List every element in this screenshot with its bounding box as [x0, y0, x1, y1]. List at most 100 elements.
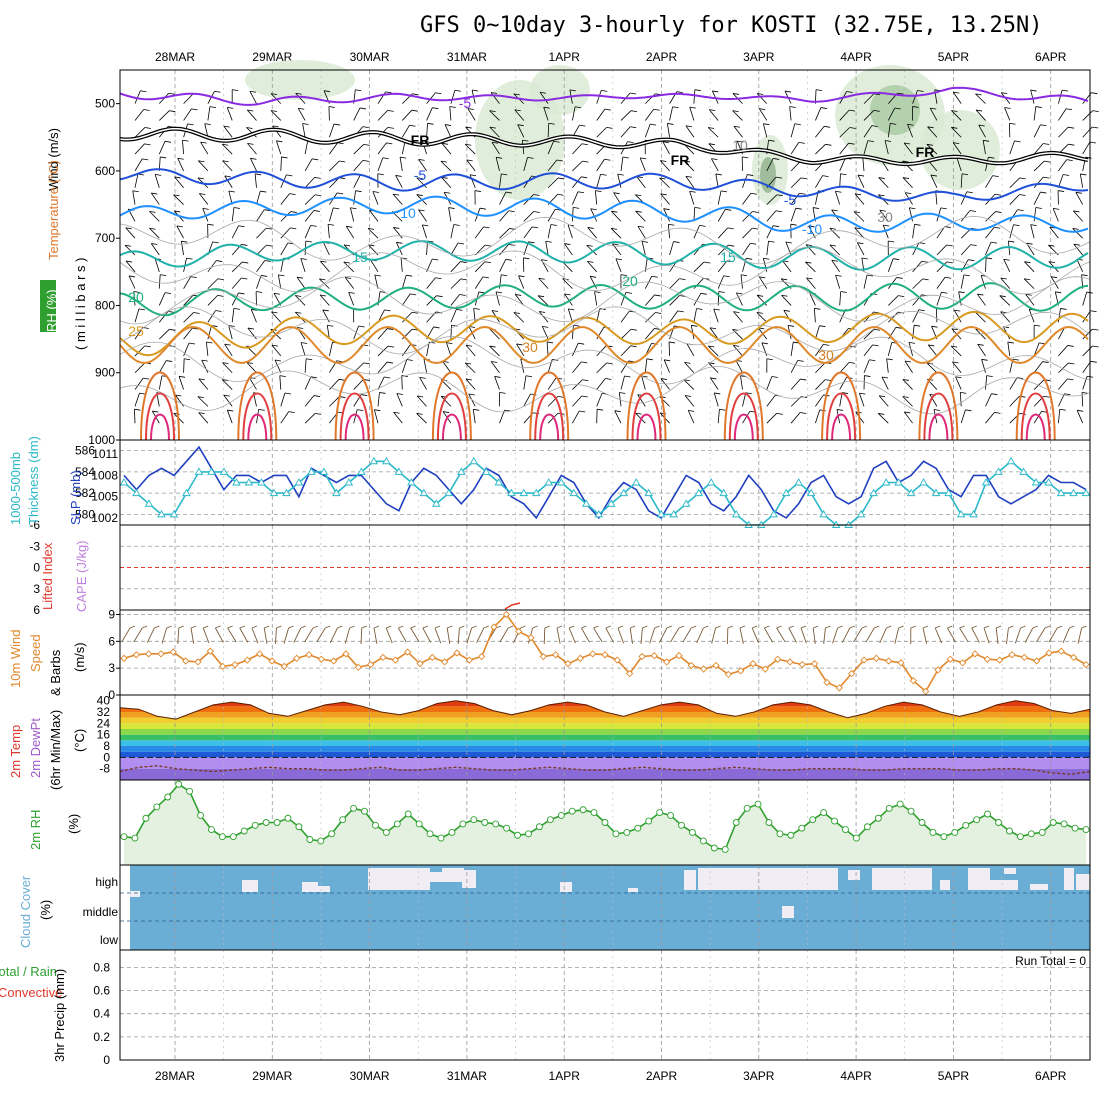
top-date-label: 30MAR: [350, 50, 390, 64]
wind-barb: [907, 124, 913, 138]
wind-barb: [735, 360, 743, 373]
y-tick-label: 700: [95, 231, 115, 245]
contour-label: 30: [877, 209, 893, 225]
wind10m-barb: [476, 627, 485, 643]
temp-band: [120, 757, 1090, 769]
wind-barb: [707, 127, 719, 138]
wind-barb: [736, 292, 743, 295]
wind-barb: [572, 325, 574, 340]
wind-barb: [134, 127, 146, 138]
thickness-tick: 582: [75, 486, 95, 500]
wind-barb: [358, 325, 365, 328]
wind-barb: [983, 139, 990, 142]
wind-barb: [466, 159, 476, 172]
rh2m-line-point: [240, 827, 248, 835]
thickness-line-point: [369, 456, 379, 465]
wind10m-line-point: [145, 650, 153, 658]
rh2m-line-point: [1027, 830, 1035, 838]
wind-barb: [610, 228, 622, 239]
thickness-line-point: [182, 488, 191, 497]
wind-barb: [1033, 124, 1041, 138]
wind-barb: [533, 194, 540, 196]
isotherm-contour: [119, 168, 1089, 202]
wind-barb: [179, 375, 186, 378]
wind-barb: [581, 143, 588, 146]
wind-barb: [1025, 293, 1032, 296]
wind-barb: [1009, 122, 1016, 125]
wind-barb: [668, 341, 670, 356]
wind-barb: [596, 159, 605, 172]
wind-barb: [1066, 108, 1073, 111]
wind10m-barb: [410, 627, 420, 643]
wind10m-barb: [422, 625, 428, 629]
wind-barb: [1033, 160, 1045, 172]
temp-band: [120, 695, 1090, 701]
wind-barb: [367, 228, 379, 239]
wind10m-barb: [947, 627, 957, 643]
wind-barb: [685, 176, 695, 188]
wind-barb: [384, 309, 391, 312]
wind-barb: [246, 362, 257, 374]
wind-barb: [742, 227, 753, 239]
thickness-line-point: [944, 488, 953, 497]
wind10m-barb: [312, 625, 319, 629]
wind-barb: [199, 193, 206, 195]
rh2m-line-point: [481, 819, 489, 826]
wind-barb: [625, 291, 632, 294]
wind-barb: [1058, 393, 1065, 407]
wind-barb: [825, 143, 832, 146]
temp-tick: 32: [97, 705, 111, 719]
wind-barb: [1019, 177, 1026, 180]
wind-barb: [645, 312, 656, 323]
wind-barb: [207, 310, 216, 323]
wind-barb: [742, 174, 748, 188]
wind-barb: [441, 177, 452, 188]
wind-barb: [840, 173, 847, 176]
wind-barb: [290, 211, 297, 213]
wind-barb: [912, 106, 919, 108]
wind10m-line-point: [922, 687, 930, 696]
wind-barb: [960, 409, 966, 424]
wind-barb: [545, 241, 549, 256]
contour-label: FR: [916, 144, 935, 160]
wind-barb: [929, 394, 938, 407]
wind-barb: [887, 327, 897, 340]
wind-barb: [708, 345, 719, 357]
wind-barb: [306, 358, 313, 361]
temp-band: [120, 740, 1090, 746]
wind-barb: [209, 106, 217, 108]
wind10m-barb: [361, 625, 367, 629]
temp2m-line: [119, 700, 1091, 720]
wind10m-barb: [288, 625, 294, 629]
wind-barb: [635, 194, 642, 197]
thickness-line-point: [694, 488, 703, 497]
wind-barb: [858, 393, 865, 407]
wind-barb: [644, 328, 655, 340]
wind-barb: [912, 90, 918, 104]
bottom-date-label: 30MAR: [350, 1069, 390, 1083]
wind-barb: [435, 92, 442, 95]
wind-barb: [969, 210, 977, 212]
wind10m-line-point: [539, 652, 547, 661]
wind-barb: [409, 124, 416, 127]
wind-barb: [912, 278, 923, 289]
wind-barb: [886, 358, 889, 373]
wind-barb: [198, 160, 205, 163]
wind-barb: [393, 227, 400, 229]
wind-barb: [709, 327, 717, 330]
thickness-line-point: [1006, 456, 1016, 465]
wind-barb: [994, 226, 1001, 229]
rh2m-line-point: [951, 828, 959, 836]
wind10m-line-point: [885, 657, 893, 665]
wind-barb: [596, 108, 606, 121]
wind-barb: [572, 143, 583, 155]
wind-barb: [926, 362, 938, 374]
wind-barb: [446, 342, 452, 357]
wind-barb: [815, 175, 823, 188]
wind-barb: [694, 206, 701, 209]
wind-barb: [353, 107, 361, 121]
wind-barb: [740, 274, 743, 289]
wind10m-barb: [360, 627, 363, 645]
wind10m-barb: [800, 625, 807, 629]
slp-tick: 1005: [91, 490, 118, 504]
